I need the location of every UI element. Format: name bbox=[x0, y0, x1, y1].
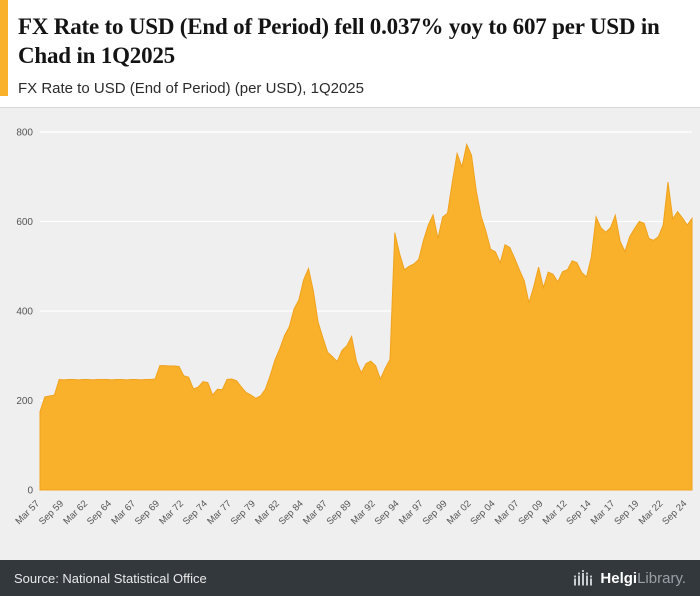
brand-name: HelgiLibrary. bbox=[600, 570, 686, 587]
brand-accent-strip bbox=[0, 0, 8, 96]
source-note: Source: National Statistical Office bbox=[14, 570, 207, 586]
chart-plot-area: 0 200 400 600 800 Mar 57 Sep 59 Mar 62 Sep 64 Mar… bbox=[0, 107, 700, 560]
chart-header: FX Rate to USD (End of Period) fell 0.03… bbox=[0, 0, 700, 108]
svg-text:0: 0 bbox=[27, 485, 33, 496]
brand-logo: HelgiLibrary. bbox=[572, 569, 686, 587]
brand-name-bold: Helgi bbox=[600, 569, 638, 587]
chart-footer: Source: National Statistical Office Helg… bbox=[0, 560, 700, 596]
helgi-bars-icon bbox=[574, 569, 593, 586]
brand-name-light: Library. bbox=[637, 569, 686, 587]
page-title: FX Rate to USD (End of Period) fell 0.03… bbox=[18, 14, 660, 69]
svg-text:200: 200 bbox=[16, 396, 33, 407]
svg-text:400: 400 bbox=[16, 306, 33, 317]
chart-subtitle: FX Rate to USD (End of Period) (per USD)… bbox=[18, 79, 364, 97]
svg-text:600: 600 bbox=[16, 217, 33, 228]
svg-text:800: 800 bbox=[16, 127, 33, 138]
